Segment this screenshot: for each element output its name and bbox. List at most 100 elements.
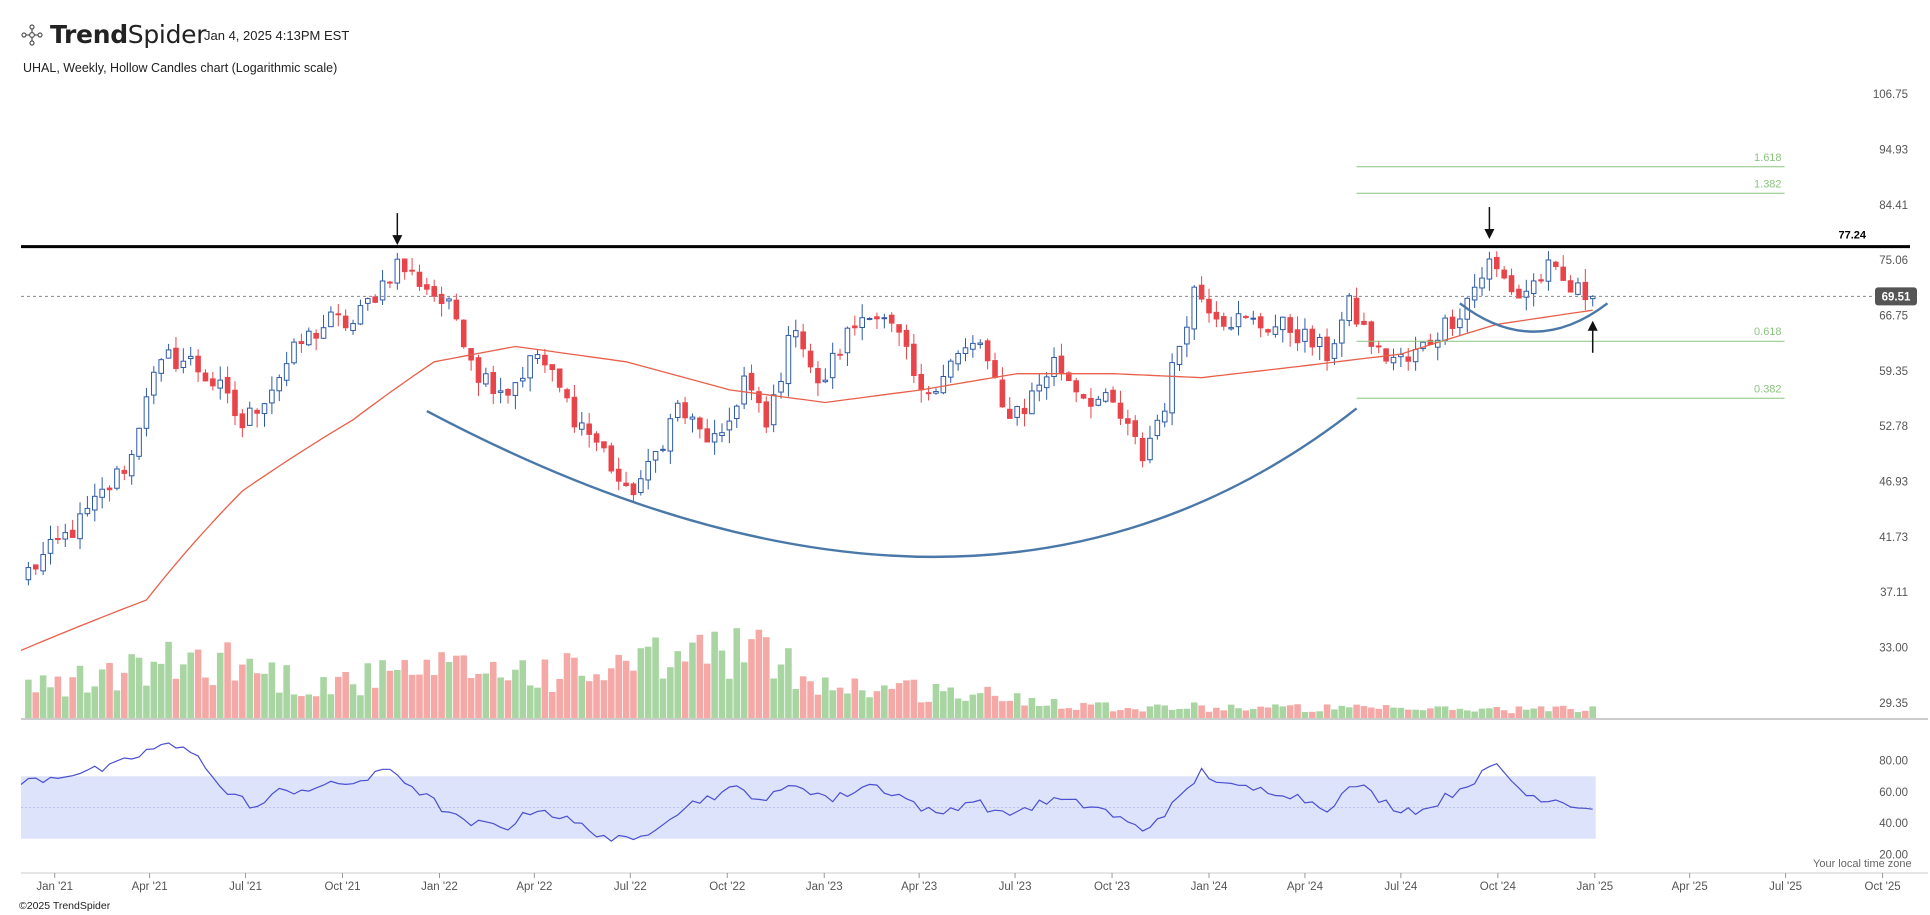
rsi-line (20, 742, 1593, 842)
candle (165, 349, 172, 359)
candle (372, 296, 378, 303)
cup-curve (426, 407, 1358, 558)
volume-bar (1139, 711, 1146, 718)
volume-bar (991, 695, 999, 718)
volume-bar (489, 661, 497, 718)
volume-bar (925, 701, 932, 718)
candle (460, 319, 467, 348)
candle (1582, 281, 1589, 301)
trendspider-logo[interactable]: TrendSpider (20, 20, 207, 49)
resistance-label: 77.24 (1838, 230, 1866, 242)
candle (1280, 316, 1286, 331)
volume-bar (681, 661, 689, 718)
volume-bar (1323, 704, 1331, 718)
candle (1383, 348, 1389, 362)
arrow-head (1587, 320, 1598, 331)
candle (1420, 341, 1426, 350)
volume-bar (1257, 706, 1264, 718)
volume-bar (851, 678, 859, 718)
last-price-tag (1875, 287, 1917, 306)
candle (1575, 282, 1581, 295)
volume-bar (1095, 702, 1102, 718)
volume-bar (954, 698, 962, 718)
candle (84, 507, 91, 515)
candle (195, 355, 201, 373)
volume-bar (1589, 706, 1596, 718)
volume-bar (39, 675, 47, 718)
logo-wordmark: TrendSpider (50, 20, 207, 49)
candle (918, 373, 925, 391)
logo-wordmark-light: Spider (127, 20, 207, 49)
volume-bar (1397, 707, 1405, 718)
candle (246, 407, 253, 426)
volume-bar (1338, 705, 1346, 718)
volume-bar (1353, 704, 1360, 718)
candle (601, 441, 607, 449)
arrow-head (392, 235, 403, 246)
local-time-note: Your local time zone (1813, 858, 1912, 870)
volume-bar (667, 667, 674, 718)
candle (829, 352, 836, 379)
volume-bar (792, 688, 800, 718)
candle (254, 409, 260, 414)
candle (47, 538, 54, 554)
volume-bar (999, 701, 1006, 718)
volume-bar (696, 634, 704, 718)
candle (328, 311, 334, 328)
candle (1088, 397, 1094, 407)
candle (733, 405, 740, 420)
x-tick-label: Jan '25 (1576, 881, 1613, 893)
candle (1036, 384, 1043, 392)
volume-bar (1065, 708, 1073, 718)
volume-bar (903, 680, 910, 718)
volume-bar (135, 657, 143, 718)
volume-bar (497, 677, 504, 718)
volume-bar (1058, 708, 1065, 718)
candle (970, 342, 976, 350)
rsi-tick-label: 40.00 (1879, 818, 1908, 830)
volume-bar (180, 664, 187, 718)
volume-bar (895, 683, 903, 718)
volume-bar (608, 668, 615, 718)
volume-bar (423, 659, 431, 718)
volume-bar (910, 679, 918, 718)
x-tick-label: Oct '23 (1094, 881, 1130, 893)
volume-bar (1294, 704, 1301, 718)
y-tick-label: 84.41 (1879, 200, 1908, 212)
volume-bar (84, 692, 91, 718)
volume-bar (1375, 708, 1383, 718)
volume-bar (298, 696, 305, 718)
candle (822, 379, 829, 383)
volume-bar (290, 694, 298, 718)
volume-bar (91, 686, 99, 718)
candle (1006, 408, 1013, 419)
volume-bar (755, 629, 763, 718)
candle (305, 330, 312, 346)
candle (1442, 317, 1448, 341)
candle (1228, 327, 1234, 330)
fib-level-label: 1.382 (1754, 178, 1782, 190)
arrow-head (1484, 229, 1495, 240)
volume-bar (475, 673, 482, 718)
logo-wordmark-bold: Trend (50, 20, 128, 49)
candle (401, 258, 408, 273)
x-tick-label: Jul '25 (1769, 881, 1802, 893)
volume-bar (467, 677, 475, 718)
volume-bar (733, 628, 741, 718)
candle (778, 381, 784, 393)
candle (69, 529, 76, 538)
volume-bar (128, 654, 135, 718)
candle (741, 375, 747, 405)
volume-bar (231, 680, 239, 718)
volume-bar (1213, 707, 1220, 718)
volume-bar (216, 652, 224, 718)
volume-bar (106, 662, 113, 718)
volume-bar (371, 687, 379, 718)
candle (1501, 269, 1507, 279)
x-tick-label: Jul '23 (999, 881, 1032, 893)
volume-bar (1198, 705, 1205, 718)
candle (1331, 343, 1338, 359)
volume-bar (976, 693, 984, 718)
volume-bar (1360, 706, 1368, 718)
